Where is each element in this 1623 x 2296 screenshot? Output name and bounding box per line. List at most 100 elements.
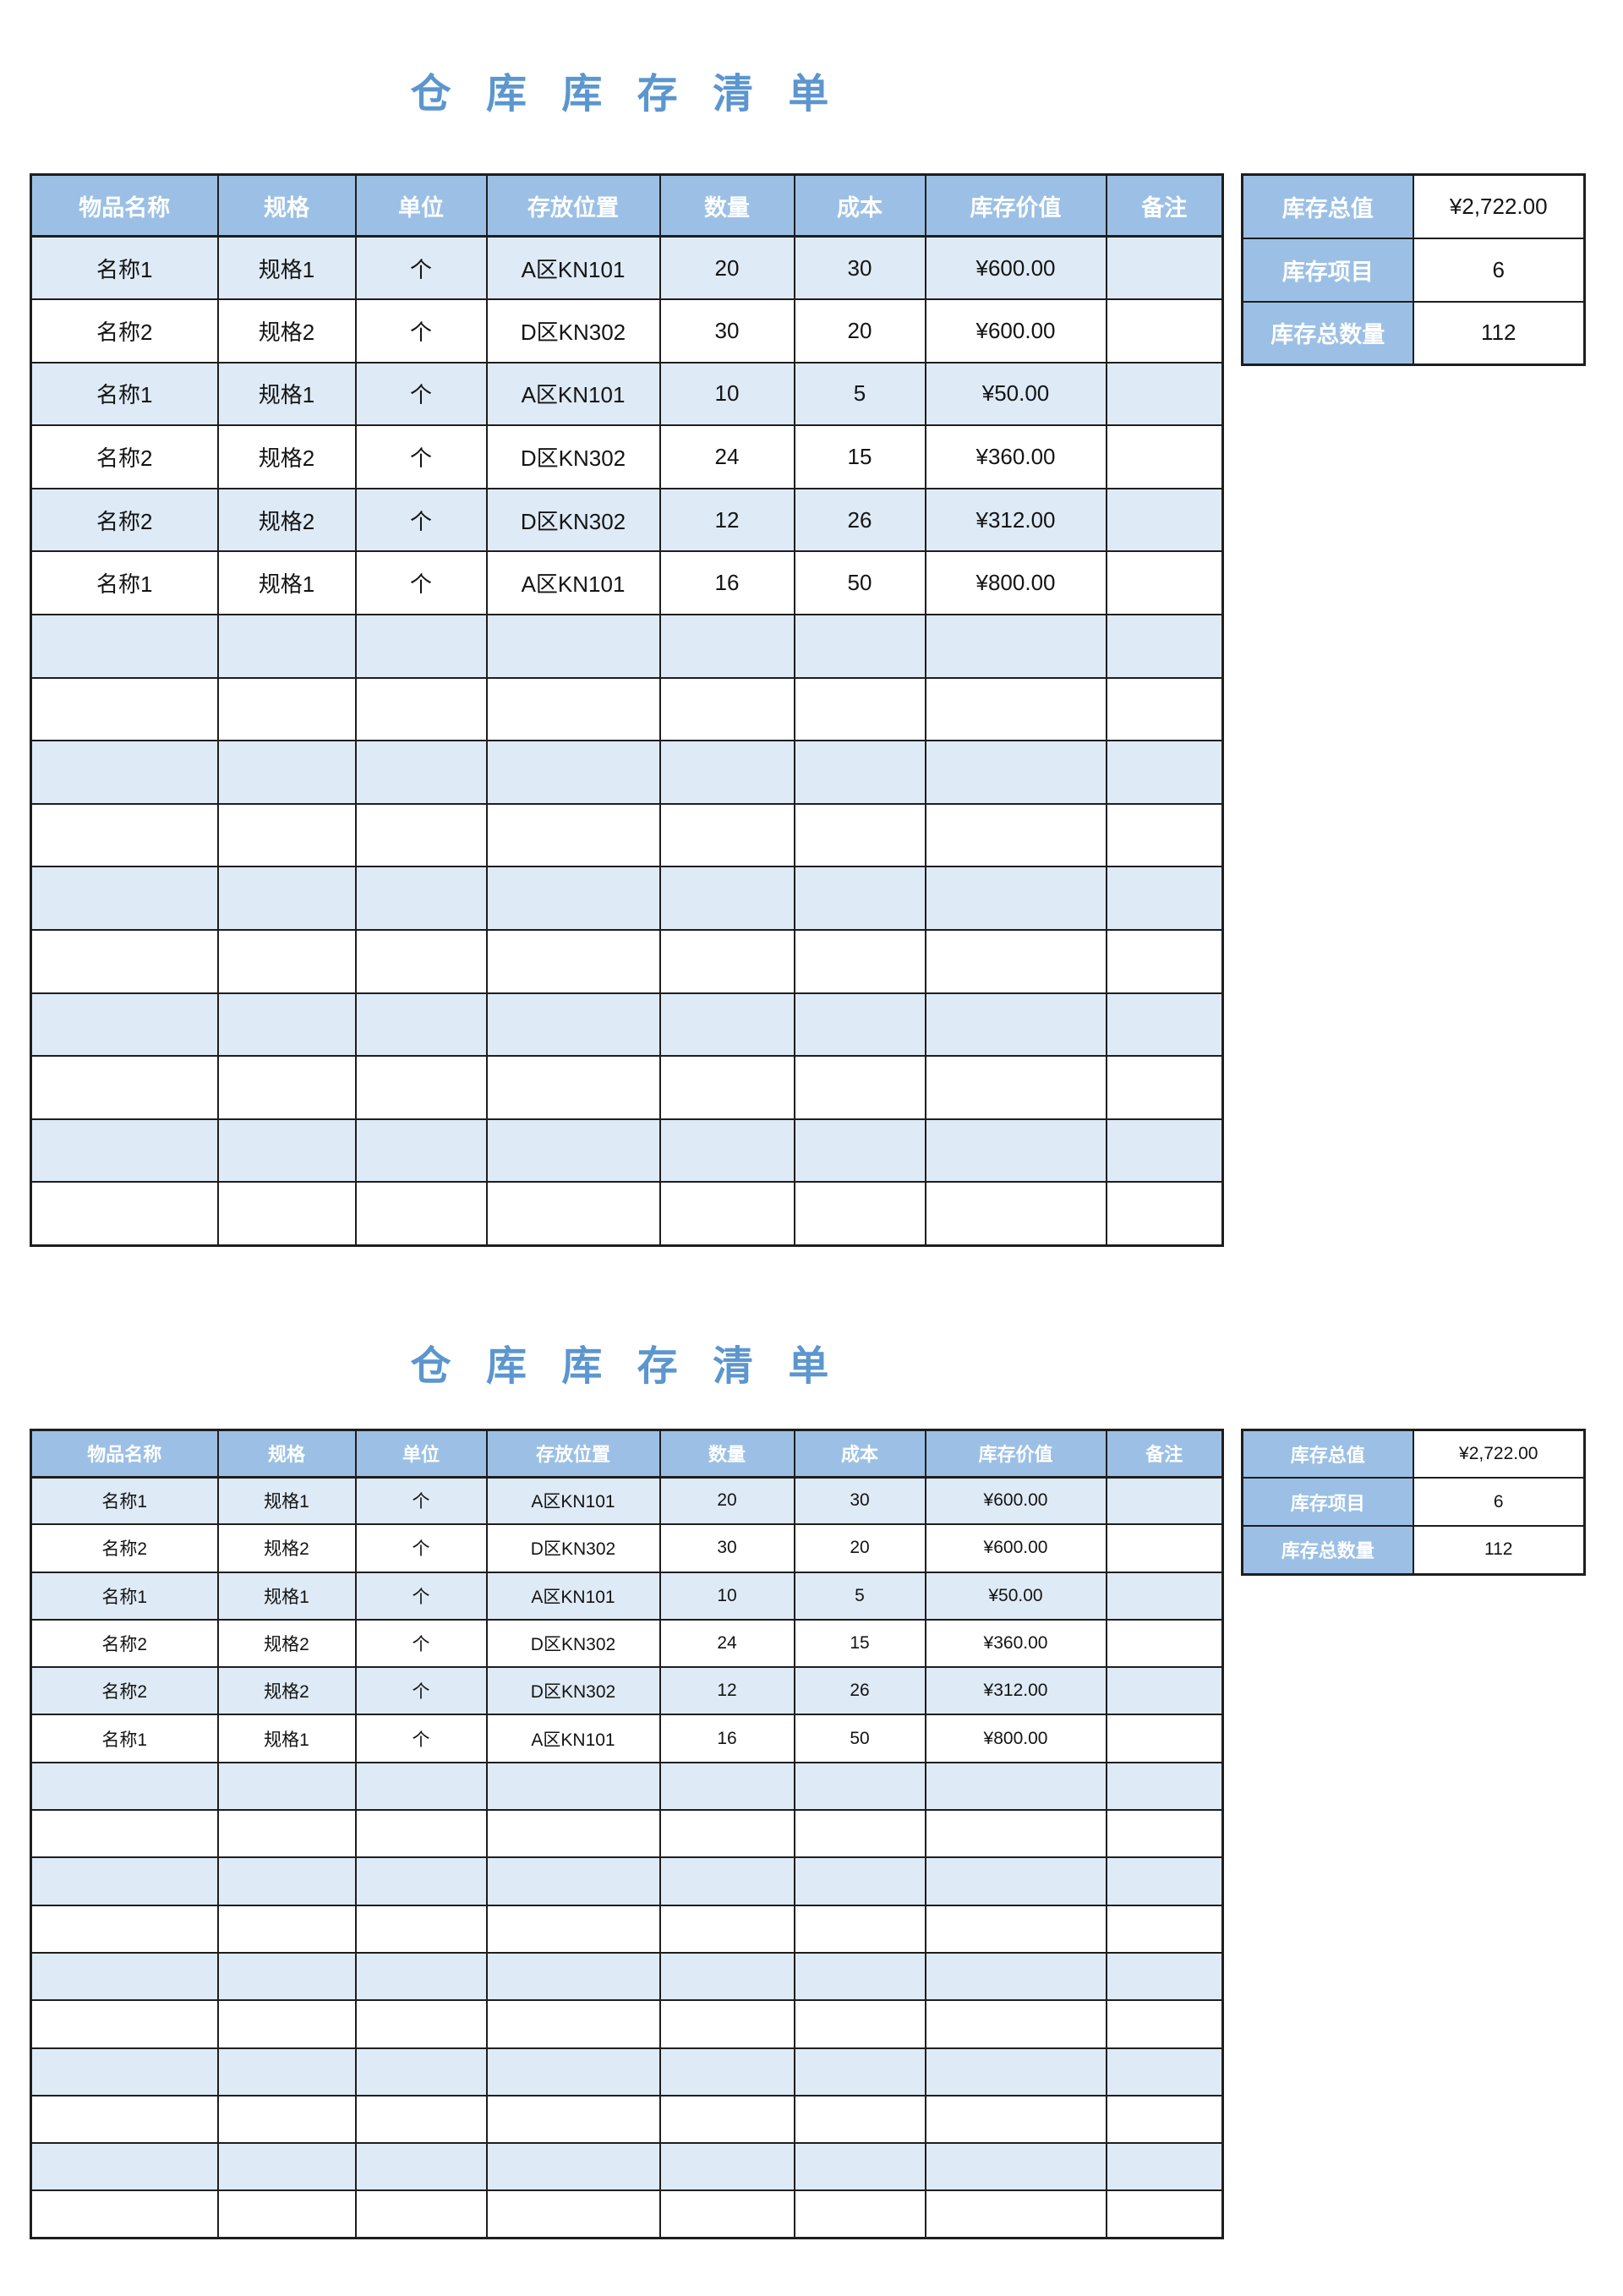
table-cell: A区KN101 bbox=[485, 1475, 661, 1526]
empty-cell bbox=[30, 740, 219, 805]
empty-cell bbox=[216, 2047, 357, 2096]
empty-cell bbox=[793, 1809, 926, 1859]
summary-row: 库存项目 6 bbox=[1241, 1477, 1586, 1527]
empty-cell bbox=[216, 802, 357, 868]
empty-cell bbox=[354, 614, 488, 679]
empty-cell bbox=[658, 1951, 795, 2002]
empty-cell bbox=[1105, 992, 1224, 1058]
column-header-unit: 单位 bbox=[354, 1429, 488, 1479]
table-cell: 名称2 bbox=[30, 1618, 219, 1669]
empty-cell bbox=[216, 2142, 357, 2192]
table-cell: 20 bbox=[793, 1523, 926, 1573]
empty-cell bbox=[216, 929, 357, 994]
empty-cell bbox=[485, 2142, 661, 2192]
empty-cell bbox=[924, 2189, 1107, 2239]
empty-cell bbox=[485, 1856, 661, 1906]
empty-cell bbox=[658, 2094, 795, 2145]
table-cell: 30 bbox=[793, 235, 926, 301]
empty-cell bbox=[924, 1856, 1107, 1906]
table-cell: D区KN302 bbox=[485, 1666, 661, 1716]
summary-label-total-value: 库存总值 bbox=[1241, 173, 1414, 239]
table-cell bbox=[1105, 487, 1224, 553]
empty-cell bbox=[30, 2142, 219, 2192]
empty-cell bbox=[1105, 929, 1224, 994]
table-cell: ¥312.00 bbox=[924, 487, 1107, 553]
table-cell: 名称1 bbox=[30, 1714, 219, 1763]
empty-cell bbox=[1105, 2094, 1224, 2145]
empty-cell bbox=[924, 1118, 1107, 1184]
summary-label-item-count: 库存项目 bbox=[1241, 1477, 1414, 1527]
table-cell: 10 bbox=[658, 1571, 795, 1621]
empty-cell bbox=[793, 866, 926, 932]
table-cell: 规格2 bbox=[216, 1618, 357, 1669]
empty-cell bbox=[485, 992, 661, 1058]
table-cell bbox=[1105, 235, 1224, 301]
table-cell: 30 bbox=[658, 298, 795, 364]
empty-cell bbox=[658, 1809, 795, 1859]
empty-row bbox=[30, 2142, 1224, 2192]
empty-cell bbox=[216, 676, 357, 742]
empty-cell bbox=[485, 740, 661, 805]
empty-cell bbox=[793, 2094, 926, 2145]
empty-row bbox=[30, 1951, 1224, 2002]
table-cell: 规格2 bbox=[216, 487, 357, 553]
table-band: 物品名称 规格 单位 存放位置 数量 成本 库存价值 备注 名称1 规格1 个 A区K… bbox=[30, 173, 1623, 1247]
table-row: 名称1 规格1 个 A区KN101 16 50 ¥800.00 bbox=[30, 550, 1224, 616]
empty-cell bbox=[1105, 2047, 1224, 2096]
table-cell: 16 bbox=[658, 1714, 795, 1763]
empty-cell bbox=[1105, 740, 1224, 805]
empty-cell bbox=[354, 992, 488, 1058]
summary-value-item-count: 6 bbox=[1412, 1477, 1586, 1527]
empty-cell bbox=[793, 929, 926, 994]
empty-cell bbox=[658, 740, 795, 805]
table-band: 物品名称 规格 单位 存放位置 数量 成本 库存价值 备注 名称1 规格1 个 A区K… bbox=[30, 1428, 1623, 2240]
empty-cell bbox=[30, 1809, 219, 1859]
empty-cell bbox=[485, 1761, 661, 1812]
table-cell: 5 bbox=[793, 361, 926, 427]
empty-cell bbox=[30, 2189, 219, 2239]
empty-cell bbox=[30, 2094, 219, 2145]
empty-cell bbox=[30, 1856, 219, 1906]
table-cell: D区KN302 bbox=[485, 487, 661, 553]
empty-cell bbox=[216, 1761, 357, 1812]
summary-value-total-value: ¥2,722.00 bbox=[1412, 173, 1586, 239]
summary-row: 库存总值 ¥2,722.00 bbox=[1241, 1429, 1586, 1479]
table-cell: 15 bbox=[793, 424, 926, 489]
empty-cell bbox=[354, 1181, 488, 1246]
empty-cell bbox=[1105, 1761, 1224, 1812]
column-header-location: 存放位置 bbox=[485, 1429, 661, 1479]
table-cell: ¥800.00 bbox=[924, 1714, 1107, 1763]
table-cell: 个 bbox=[354, 1523, 488, 1573]
empty-row bbox=[30, 2094, 1224, 2145]
table-cell: 规格1 bbox=[216, 361, 357, 427]
table-row: 名称2 规格2 个 D区KN302 24 15 ¥360.00 bbox=[30, 424, 1224, 489]
summary-value-total-quantity: 112 bbox=[1412, 300, 1586, 366]
empty-cell bbox=[658, 1055, 795, 1120]
table-cell: 50 bbox=[793, 550, 926, 616]
empty-cell bbox=[658, 866, 795, 932]
table-cell: 30 bbox=[658, 1523, 795, 1573]
table-cell: 12 bbox=[658, 1666, 795, 1716]
table-cell: A区KN101 bbox=[485, 1714, 661, 1763]
table-cell: ¥600.00 bbox=[924, 298, 1107, 364]
summary-value-total-value: ¥2,722.00 bbox=[1412, 1429, 1586, 1479]
table-cell: ¥50.00 bbox=[924, 361, 1107, 427]
empty-row bbox=[30, 2189, 1224, 2239]
summary-row: 库存项目 6 bbox=[1241, 237, 1586, 303]
empty-cell bbox=[485, 1181, 661, 1246]
empty-cell bbox=[793, 1904, 926, 1954]
empty-cell bbox=[924, 1181, 1107, 1246]
page-title: 仓 库 库 存 清 单 bbox=[410, 72, 841, 117]
empty-cell bbox=[30, 1055, 219, 1120]
table-cell bbox=[1105, 1666, 1224, 1716]
empty-cell bbox=[354, 2189, 488, 2239]
table-cell: ¥800.00 bbox=[924, 550, 1107, 616]
empty-cell bbox=[485, 802, 661, 868]
empty-cell bbox=[924, 676, 1107, 742]
column-header-location: 存放位置 bbox=[485, 173, 661, 238]
empty-cell bbox=[485, 2189, 661, 2239]
empty-row bbox=[30, 1809, 1224, 1859]
table-cell: 个 bbox=[354, 1714, 488, 1763]
empty-row bbox=[30, 1055, 1224, 1120]
empty-cell bbox=[793, 1999, 926, 2049]
